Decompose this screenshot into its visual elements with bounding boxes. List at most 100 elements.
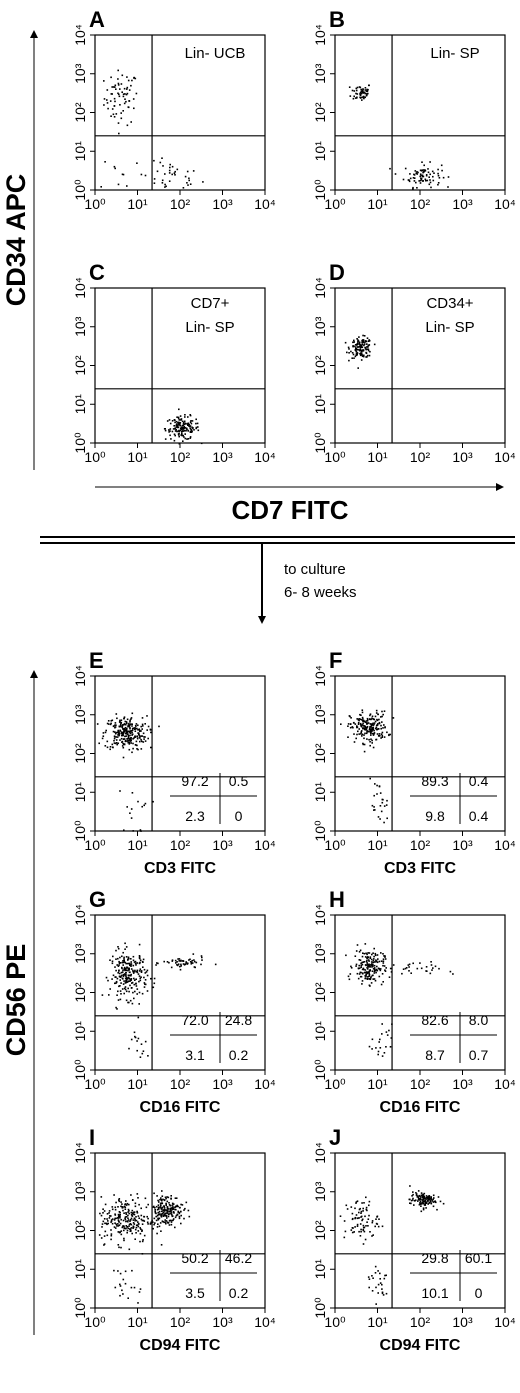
panel-h-x-tick-label: 10³ [452, 1076, 473, 1092]
panel-b-event-dot [440, 164, 443, 167]
panel-e-x-tick-label: 10⁰ [84, 837, 106, 853]
panel-b-x-tick-label: 10¹ [367, 196, 388, 212]
panel-i-event-dot [130, 1227, 133, 1229]
panel-i-event-dot [165, 1220, 168, 1222]
panel-g-event-dot [124, 977, 127, 980]
panel-a-event-dot [117, 78, 119, 80]
panel-j-event-dot [419, 1202, 421, 1204]
panel-f-event-dot [368, 729, 371, 731]
panel-g-event-dot [114, 976, 116, 978]
panel-h-event-dot [371, 953, 373, 956]
panel-g-event-dot [137, 973, 140, 975]
panel-d-y-tick-label: 10⁰ [312, 432, 328, 454]
panel-g-event-dot [171, 960, 174, 962]
panel-h-event-dot [370, 958, 373, 961]
panel-e-event-dot [131, 751, 133, 754]
panel-e-event-dot [131, 712, 134, 715]
panel-e-event-dot [124, 723, 127, 726]
panel-c-event-dot [174, 421, 176, 424]
panel-f-event-dot [381, 734, 384, 737]
panel-j-event-dot [413, 1200, 416, 1202]
panel-c-event-dot [178, 421, 180, 424]
panel-j-event-dot [356, 1200, 359, 1202]
panel-f-event-dot [371, 804, 374, 807]
panel-j-event-dot [381, 1288, 383, 1290]
panel-g-event-dot [109, 988, 111, 990]
panel-i-event-dot [170, 1221, 173, 1223]
panel-i-event-dot [136, 1224, 139, 1226]
panel-i-event-dot [119, 1222, 122, 1225]
panel-c-event-dot [169, 428, 172, 430]
panel-h-event-dot [371, 1038, 374, 1041]
panel-f-event-dot [371, 739, 373, 742]
panel-i-event-dot [106, 1223, 108, 1226]
panel-a-event-dot [174, 170, 176, 173]
panel-i-event-dot [142, 1239, 144, 1241]
panel-g-event-dot [126, 966, 128, 969]
panel-b-event-dot [354, 97, 357, 99]
panel-i-event-dot [113, 1219, 116, 1221]
panel-j-event-dot [345, 1204, 348, 1207]
panel-e-event-dot [126, 740, 129, 742]
panel-h-event-dot [358, 959, 361, 961]
panel-a-x-tick-label: 10⁴ [254, 196, 276, 212]
panel-g-event-dot [114, 982, 116, 985]
panel-i-event-dot [172, 1207, 174, 1209]
panel-e-event-dot [113, 742, 116, 744]
panel-i-event-dot [118, 1224, 121, 1226]
panel-i-x-tick-label: 10⁴ [254, 1314, 276, 1330]
panel-b-event-dot [366, 94, 368, 96]
panel-c-event-dot [184, 426, 187, 429]
panel-c-event-dot [187, 416, 189, 418]
panel-f-y-tick-label: 10⁰ [312, 820, 328, 842]
panel-f-event-dot [369, 718, 371, 721]
panel-b-event-dot [437, 172, 439, 175]
panel-e-event-dot [115, 739, 118, 741]
panel-h-event-dot [370, 982, 373, 984]
panel-i-event-dot [153, 1192, 155, 1195]
panel-j-event-dot [346, 1208, 349, 1210]
panel-i-event-dot [110, 1220, 113, 1222]
panel-j-y-tick-label: 10⁰ [312, 1297, 328, 1319]
panel-i-event-dot [163, 1207, 166, 1209]
panel-i-event-dot [119, 1285, 122, 1287]
panel-e-event-dot [129, 726, 131, 729]
panel-a-event-dot [164, 183, 166, 186]
panel-j-event-dot [374, 1272, 377, 1274]
panel-a-event-dot [117, 84, 120, 86]
panel-i-event-dot [121, 1203, 123, 1205]
panel-f-quadrant-lower-left: 9.8 [425, 808, 445, 824]
panel-j-event-dot [425, 1195, 428, 1197]
panel-f-event-dot [372, 726, 374, 729]
panel-i-event-dot [122, 1293, 124, 1295]
panel-c-event-dot [176, 424, 179, 427]
panel-i-event-dot [164, 1212, 167, 1215]
panel-h-event-dot [373, 955, 375, 958]
panel-i-event-dot [140, 1218, 143, 1221]
panel-d-event-dot [355, 343, 358, 346]
panel-f-event-dot [363, 750, 366, 753]
panel-i-event-dot [122, 1219, 125, 1222]
panel-g-event-dot [132, 955, 135, 958]
panel-c-event-dot [190, 420, 192, 422]
panel-g-event-dot [128, 962, 130, 965]
panel-h-event-dot [371, 1048, 373, 1050]
panel-i-event-dot [131, 1269, 133, 1272]
panel-e-event-dot [117, 742, 119, 745]
panel-b-event-dot [428, 183, 431, 186]
panel-f-event-dot [383, 805, 386, 807]
panel-g-event-dot [117, 999, 120, 1001]
panel-h-event-dot [392, 964, 395, 966]
panel-b-event-dot [419, 179, 422, 182]
panel-c-event-dot [179, 415, 182, 417]
panel-a-event-dot [153, 182, 156, 184]
panel-g-event-dot [130, 1038, 133, 1041]
panel-j-event-dot [412, 1197, 414, 1200]
panel-h-event-dot [420, 967, 423, 970]
panel-h-event-dot [366, 962, 368, 964]
panel-j-event-dot [381, 1225, 384, 1228]
panel-j-event-dot [426, 1199, 429, 1202]
panel-e-event-dot [131, 733, 134, 735]
